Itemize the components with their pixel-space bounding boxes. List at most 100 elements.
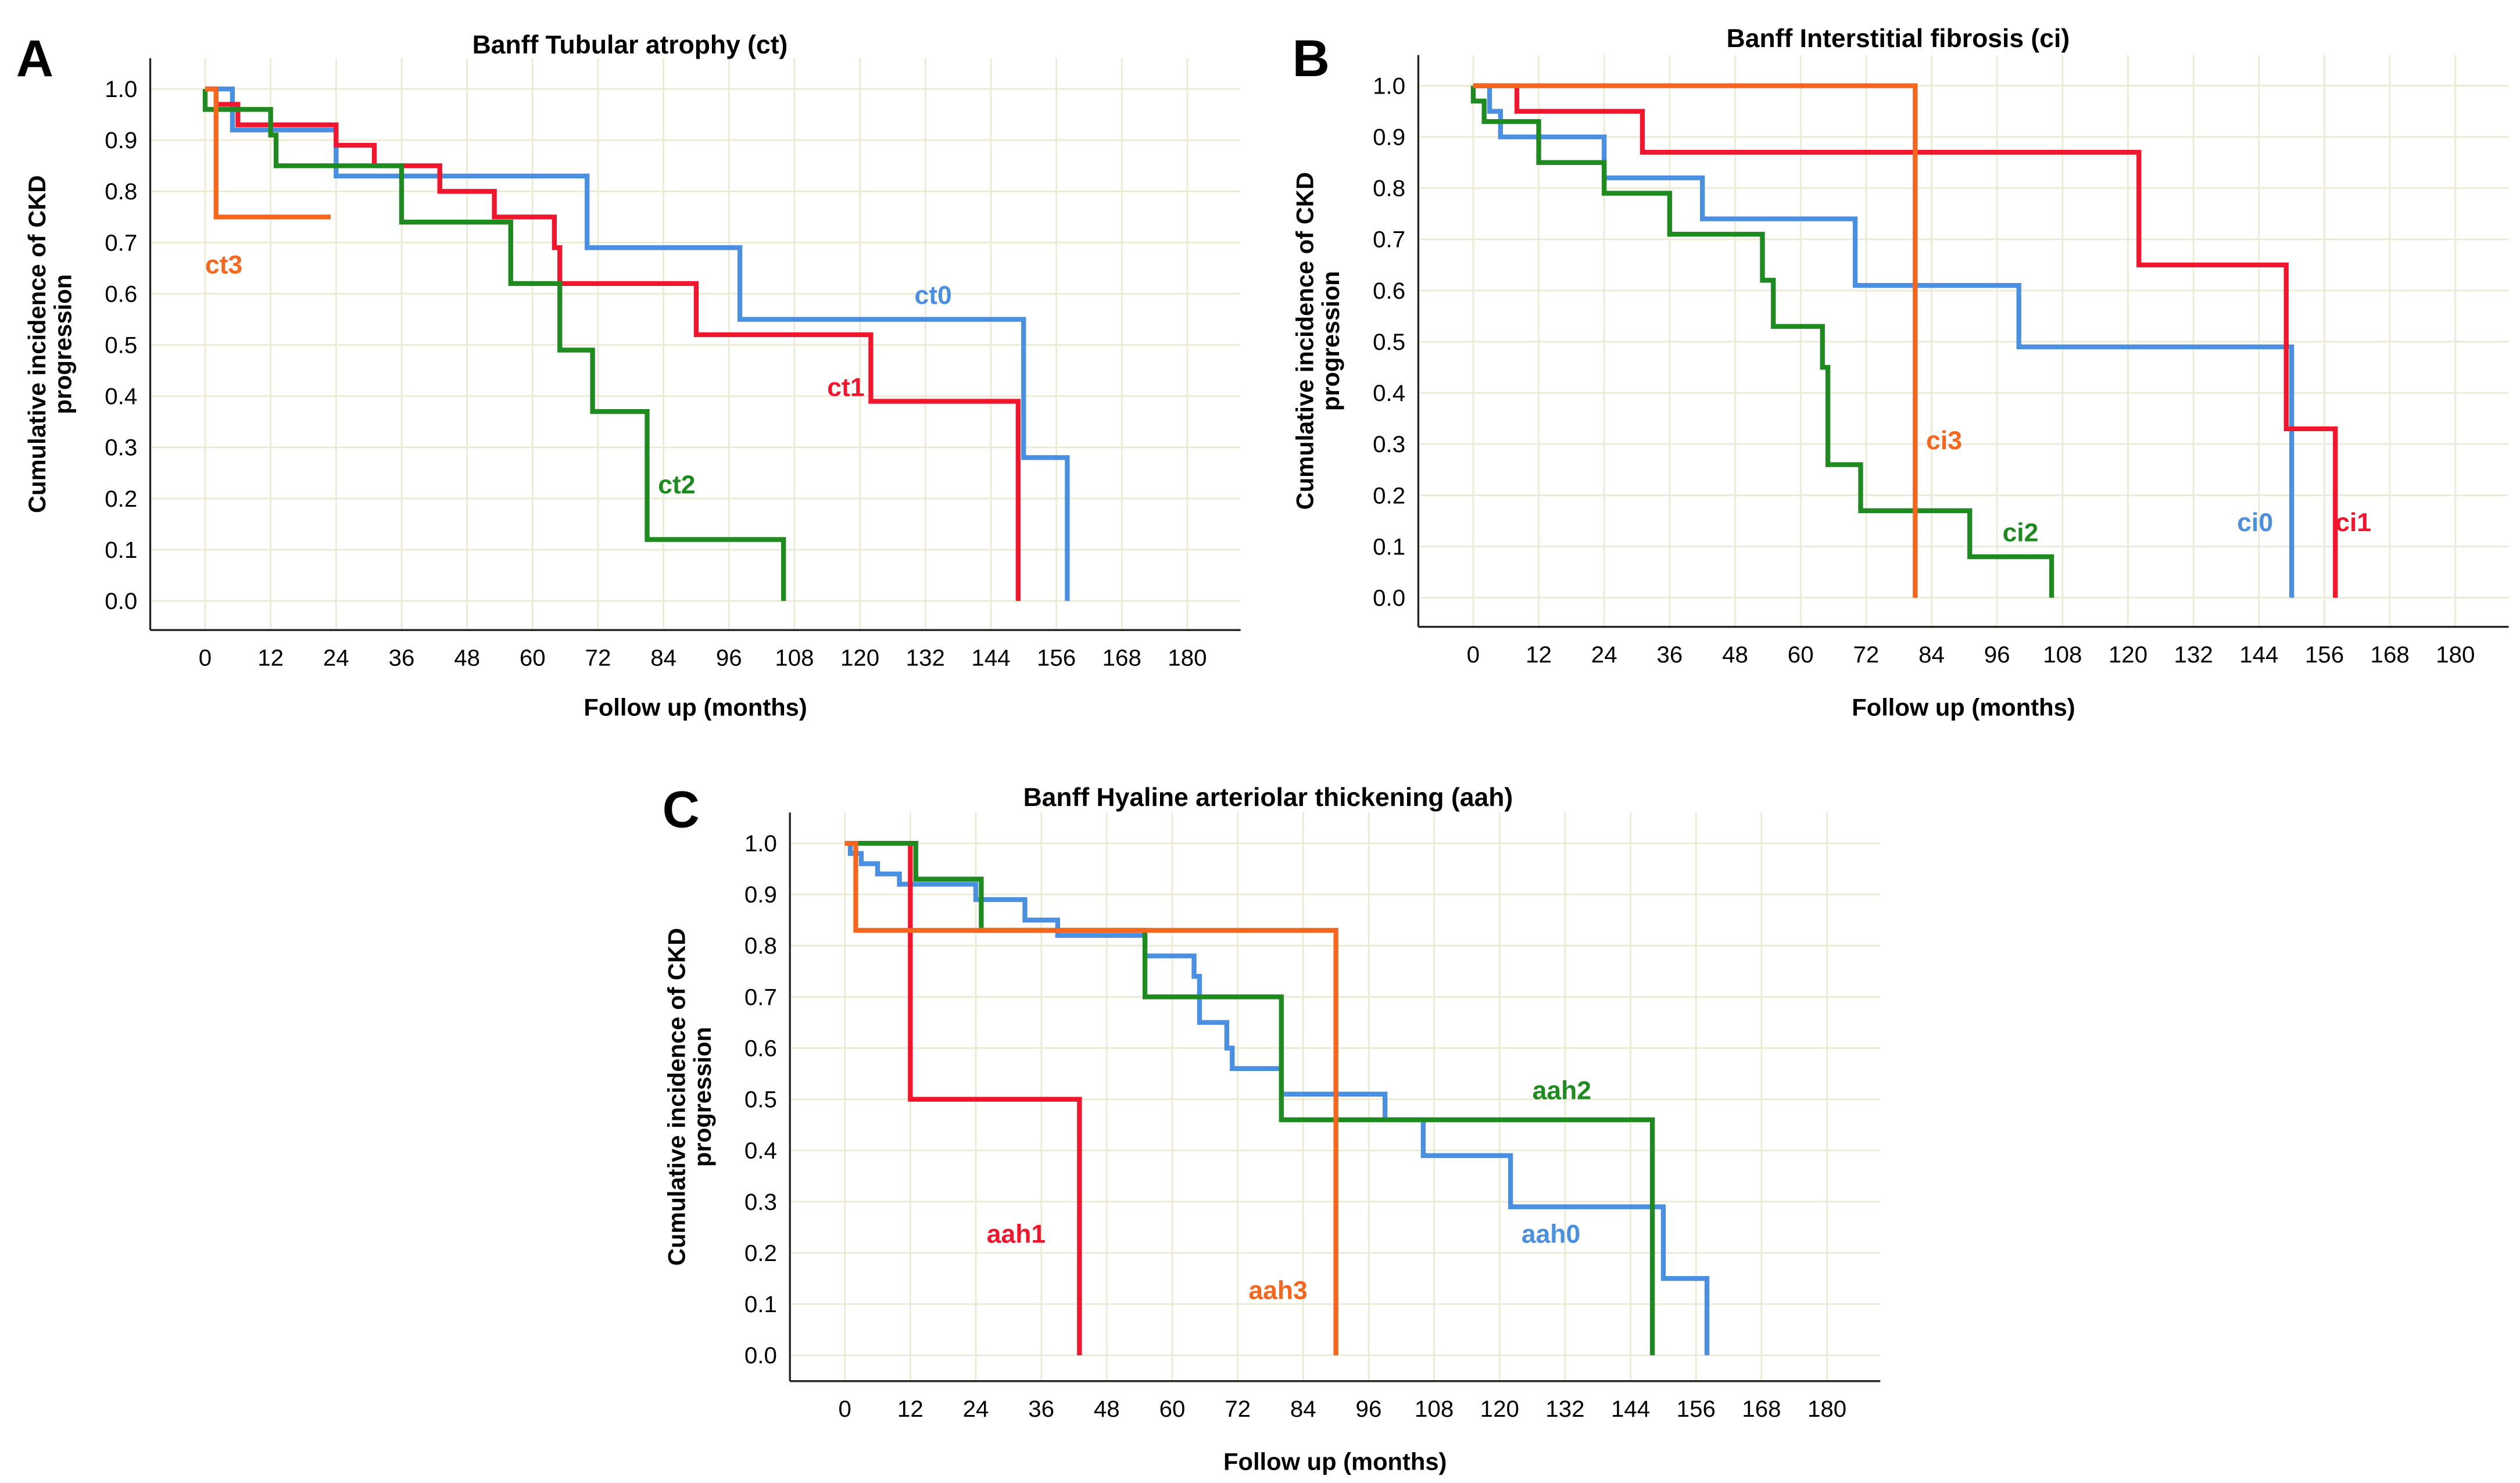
y-tick-label: 0.9 xyxy=(1373,124,1405,151)
x-tick-label: 48 xyxy=(1722,642,1748,668)
x-tick-label: 12 xyxy=(257,644,284,671)
series-line-ci1 xyxy=(1473,83,2338,598)
series-line-ct2 xyxy=(202,89,786,601)
x-tick-label: 36 xyxy=(389,644,415,671)
series-label-aah3: aah3 xyxy=(1248,1276,1307,1305)
x-tick-label: 96 xyxy=(1356,1396,1382,1422)
x-tick-label: 72 xyxy=(1853,642,1879,668)
x-axis-label: Follow up (months) xyxy=(1223,1448,1447,1475)
y-tick-label: 0.4 xyxy=(1373,380,1405,406)
panel-a: 0.0 0.1 0.2 0.3 0.4 0.5 0.6 0.7 0.8 0.9 1.0 0 12 24 36… xyxy=(16,29,1241,721)
x-tick-label: 168 xyxy=(2371,642,2410,668)
y-tick-label: 0.1 xyxy=(1373,533,1405,560)
x-tick-label: 144 xyxy=(2239,642,2278,668)
x-tick-label: 180 xyxy=(1168,644,1207,671)
x-tick-label: 0 xyxy=(838,1396,851,1422)
series-label-ct1: ct1 xyxy=(827,374,864,402)
y-tick-label: 0.6 xyxy=(744,1035,777,1061)
series-line-aah0 xyxy=(844,840,1710,1356)
x-tick-label: 156 xyxy=(2305,642,2344,668)
y-tick-label: 0.0 xyxy=(744,1342,777,1369)
x-tick-label: 24 xyxy=(1591,642,1617,668)
series-label-ci3: ci3 xyxy=(1926,427,1962,455)
y-tick-label: 0.1 xyxy=(744,1291,777,1317)
y-tick-label: 0.0 xyxy=(1373,585,1405,611)
y-tick-label: 0.7 xyxy=(744,984,777,1010)
x-tick-label: 0 xyxy=(199,644,212,671)
x-tick-label: 48 xyxy=(1094,1396,1120,1422)
series-line-ct3 xyxy=(205,86,331,220)
series-line-aah3 xyxy=(844,840,1338,1356)
y-tick-label: 0.2 xyxy=(105,486,137,512)
y-tick-label: 0.4 xyxy=(105,384,137,410)
x-tick-label: 144 xyxy=(971,644,1010,671)
x-tick-label: 60 xyxy=(1159,1396,1186,1422)
x-tick-label: 84 xyxy=(650,644,676,671)
x-tick-label: 156 xyxy=(1677,1396,1716,1422)
y-tick-label: 0.5 xyxy=(105,332,137,359)
y-tick-label: 0.1 xyxy=(105,537,137,563)
x-tick-label: 168 xyxy=(1742,1396,1781,1422)
x-tick-label: 144 xyxy=(1611,1396,1650,1422)
x-tick-label: 60 xyxy=(1788,642,1814,668)
y-tick-label: 0.9 xyxy=(744,882,777,908)
y-tick-label: 0.5 xyxy=(1373,329,1405,355)
panel-letter: C xyxy=(663,780,700,838)
y-axis-label-line2: progression xyxy=(49,274,76,414)
y-tick-label: 0.6 xyxy=(1373,278,1405,304)
x-tick-label: 120 xyxy=(2109,642,2147,668)
x-tick-label: 108 xyxy=(2043,642,2082,668)
series-line-ci2 xyxy=(1470,85,2054,598)
y-tick-label: 0.3 xyxy=(744,1189,777,1215)
series-label-ct0: ct0 xyxy=(914,281,951,310)
x-axis-label: Follow up (months) xyxy=(1852,694,2075,721)
x-tick-label: 12 xyxy=(897,1396,923,1422)
x-tick-label: 180 xyxy=(1807,1396,1846,1422)
y-axis-label: Cumulative incidence of CKD xyxy=(23,175,51,513)
x-tick-label: 120 xyxy=(1480,1396,1519,1422)
x-tick-label: 168 xyxy=(1102,644,1141,671)
x-tick-label: 36 xyxy=(1028,1396,1054,1422)
x-tick-label: 156 xyxy=(1037,644,1076,671)
x-tick-label: 36 xyxy=(1656,642,1683,668)
y-axis-label: Cumulative incidence of CKD xyxy=(1291,172,1319,510)
y-tick-label: 1.0 xyxy=(1373,73,1405,99)
panel-letter: A xyxy=(16,29,53,87)
y-tick-label: 0.8 xyxy=(1373,175,1405,202)
series-label-aah1: aah1 xyxy=(987,1220,1046,1248)
x-tick-label: 96 xyxy=(716,644,742,671)
x-tick-label: 132 xyxy=(2174,642,2213,668)
panel-c: 0.0 0.1 0.2 0.3 0.4 0.5 0.6 0.7 0.8 0.9 1.0 0 12 24 36… xyxy=(663,780,1881,1475)
y-tick-label: 1.0 xyxy=(744,830,777,857)
y-tick-label: 0.0 xyxy=(105,588,137,614)
y-tick-label: 0.9 xyxy=(105,127,137,153)
series-line-ci3 xyxy=(1473,83,1918,598)
x-tick-label: 84 xyxy=(1290,1396,1316,1422)
series-label-ci0: ci0 xyxy=(2237,508,2273,537)
y-tick-label: 0.6 xyxy=(105,281,137,307)
y-tick-label: 0.4 xyxy=(744,1138,777,1164)
panel-b: 0.0 0.1 0.2 0.3 0.4 0.5 0.6 0.7 0.8 0.9 1.0 0 12 24 36… xyxy=(1291,24,2509,721)
y-tick-label: 0.3 xyxy=(105,435,137,461)
y-tick-label: 1.0 xyxy=(105,76,137,102)
series-line-ct1 xyxy=(205,86,1021,601)
series-label-ci1: ci1 xyxy=(2335,508,2371,537)
x-tick-label: 84 xyxy=(1918,642,1945,668)
x-tick-label: 120 xyxy=(840,644,879,671)
y-tick-label: 0.5 xyxy=(744,1087,777,1113)
x-axis-label: Follow up (months) xyxy=(584,694,807,721)
x-tick-label: 72 xyxy=(1225,1396,1251,1422)
y-tick-label: 0.3 xyxy=(1373,431,1405,457)
series-line-ct0 xyxy=(205,86,1070,601)
x-tick-label: 48 xyxy=(454,644,480,671)
y-tick-label: 0.2 xyxy=(1373,482,1405,508)
x-tick-label: 24 xyxy=(963,1396,989,1422)
y-tick-label: 0.8 xyxy=(105,178,137,205)
chart-title: Banff Tubular atrophy (ct) xyxy=(472,31,788,59)
y-tick-label: 0.7 xyxy=(105,230,137,256)
x-tick-label: 24 xyxy=(323,644,349,671)
x-tick-label: 0 xyxy=(1467,642,1480,668)
y-axis-label: Cumulative incidence of CKD xyxy=(663,928,690,1266)
